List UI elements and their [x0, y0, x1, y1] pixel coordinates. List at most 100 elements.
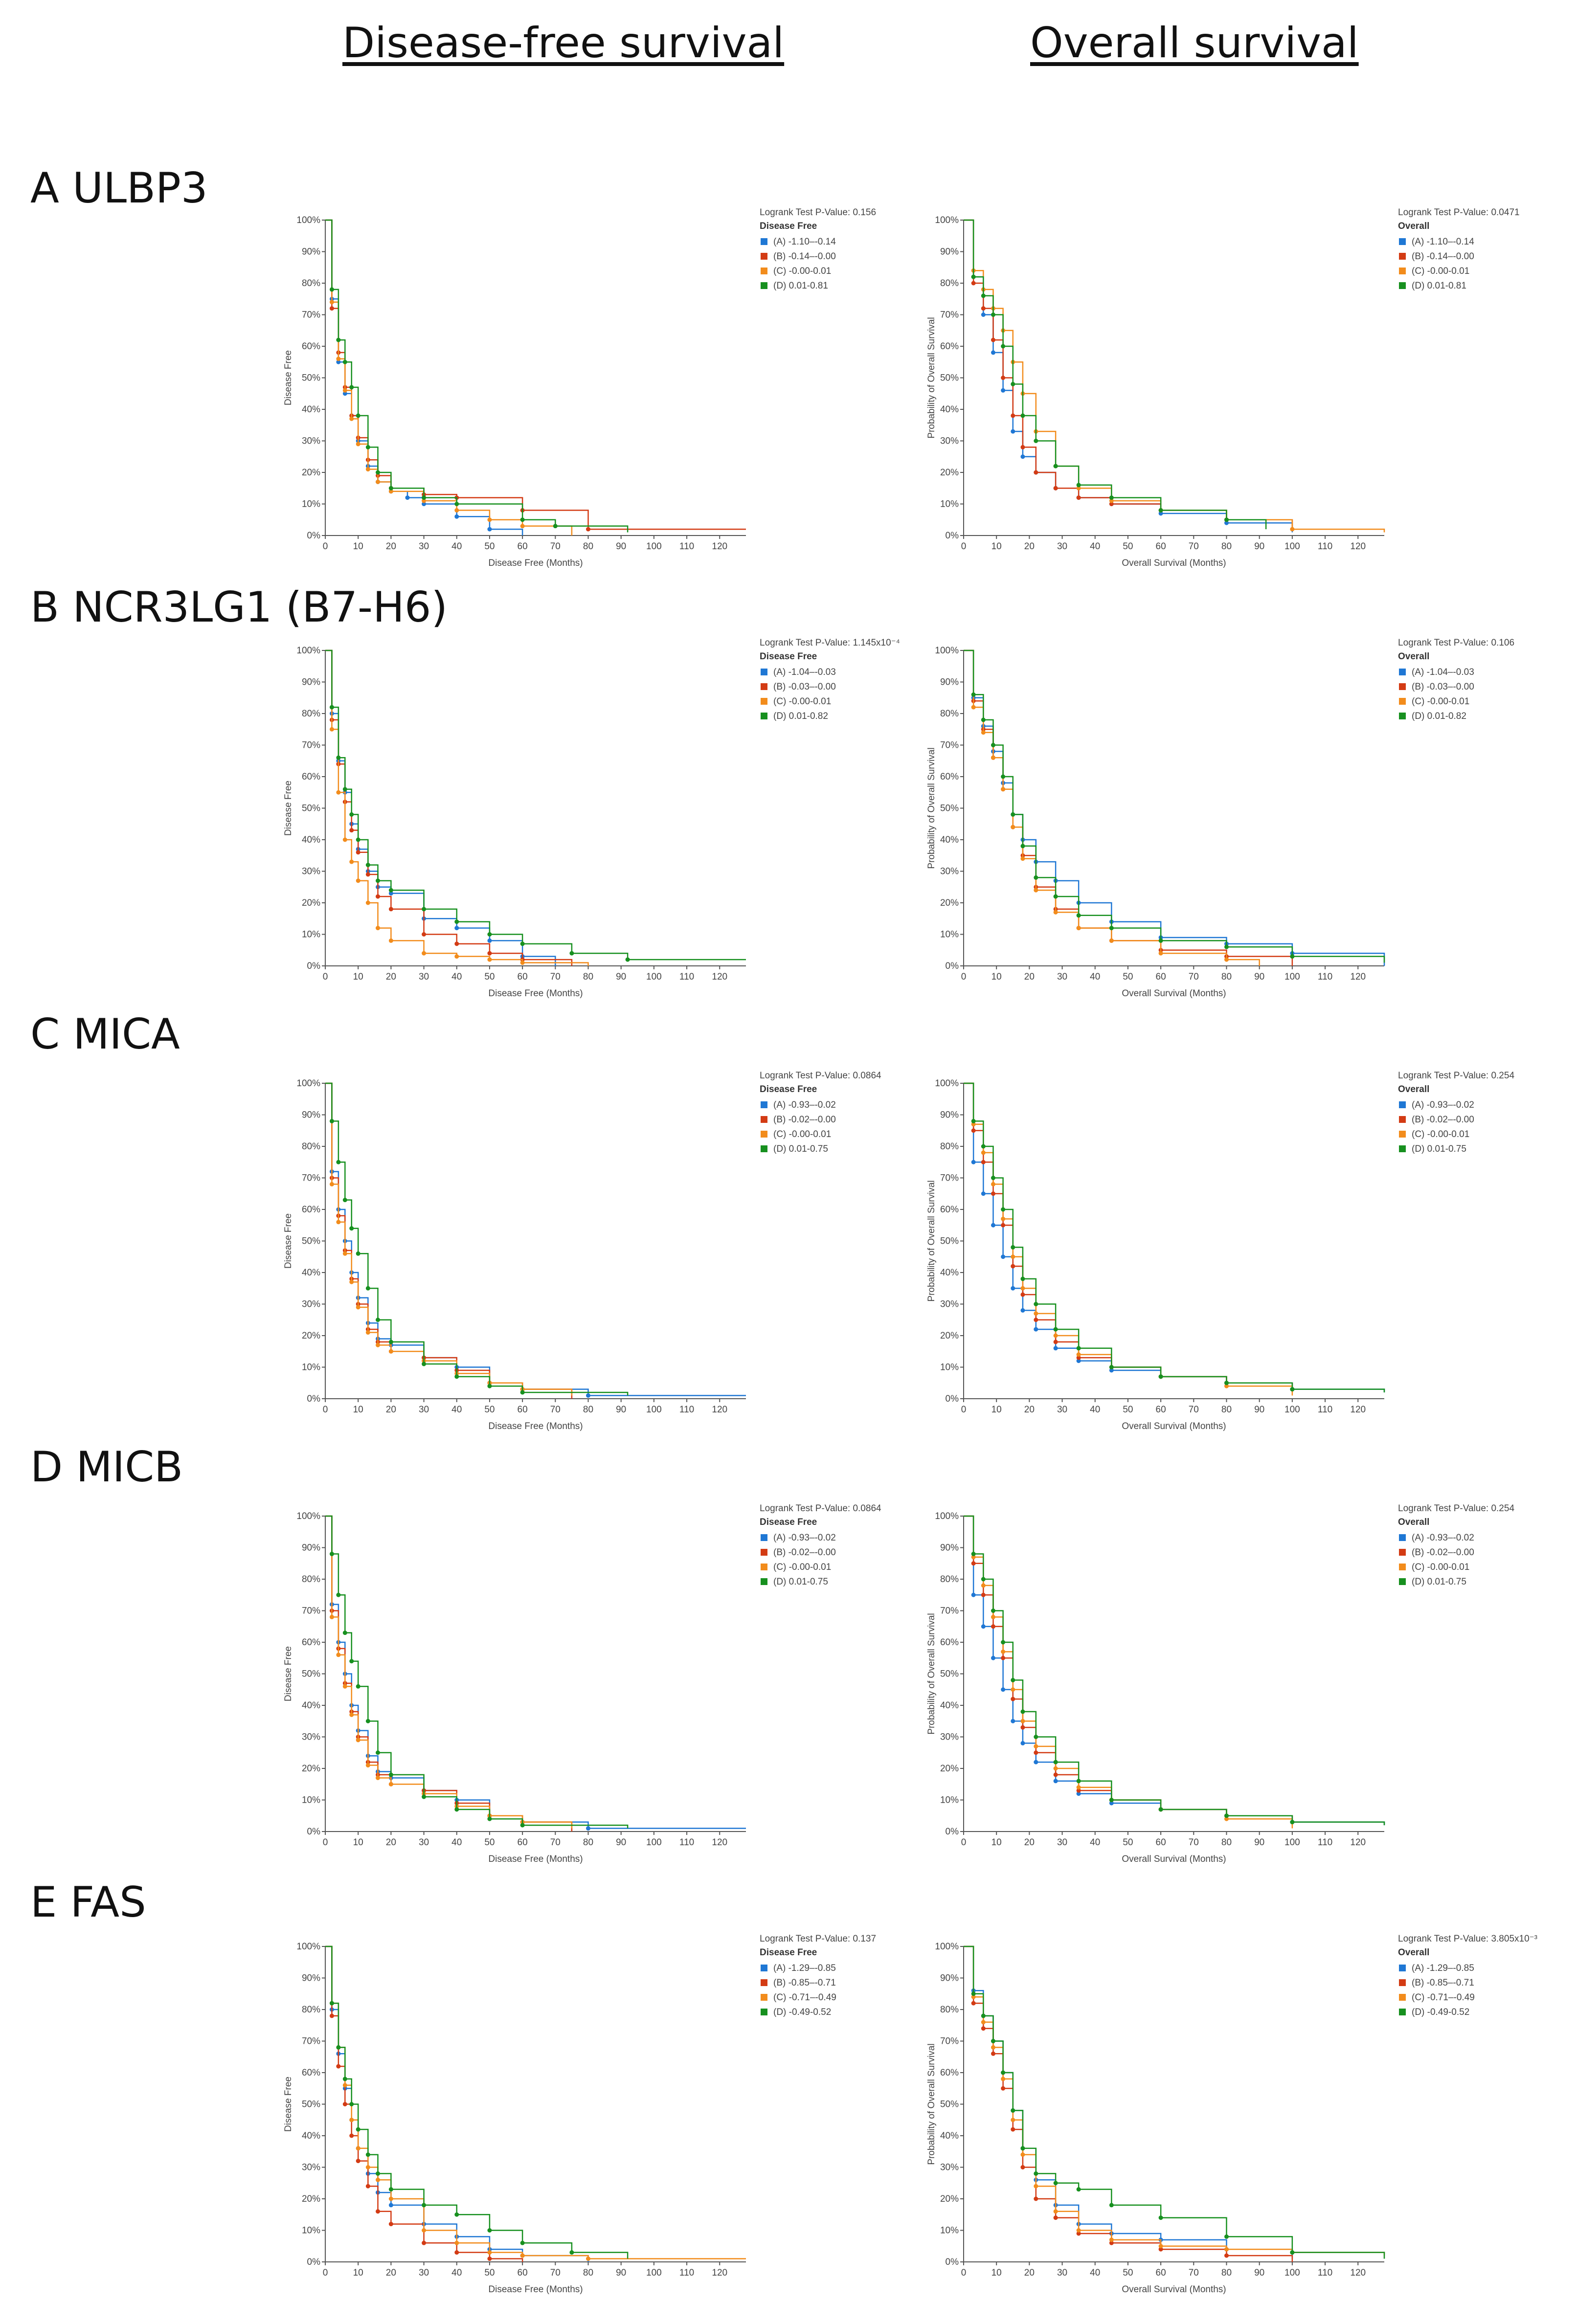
censor-point	[388, 1349, 393, 1354]
legend-swatch	[761, 683, 767, 690]
x-tick-label: 100	[646, 541, 662, 552]
y-axis-title: Probability of Overall Survival	[926, 1613, 937, 1734]
censor-point	[981, 2026, 986, 2031]
censor-point	[329, 1182, 334, 1186]
x-tick-label: 60	[518, 541, 528, 552]
y-tick-label: 30%	[940, 2163, 959, 2173]
legend-swatch	[761, 282, 767, 289]
y-tick-label: 100%	[296, 1078, 320, 1089]
x-tick-label: 50	[484, 2268, 495, 2278]
legend-entry: (A) -1.10–-0.14	[773, 237, 836, 247]
y-tick-label: 20%	[940, 1331, 959, 1341]
y-tick-label: 100%	[296, 1942, 320, 1952]
censor-point	[487, 2257, 492, 2261]
legend-entry: (A) -1.04–-0.03	[773, 667, 836, 677]
x-tick-label: 90	[616, 972, 626, 982]
censor-point	[586, 2257, 590, 2261]
censor-point	[388, 2196, 393, 2201]
censor-point	[1076, 1779, 1081, 1784]
y-tick-label: 0%	[307, 1394, 321, 1404]
legend-swatch	[761, 669, 767, 675]
x-tick-label: 80	[1221, 1837, 1232, 1848]
censor-point	[981, 2020, 986, 2025]
y-tick-label: 0%	[946, 531, 959, 541]
censor-point	[336, 755, 341, 760]
censor-point	[1053, 910, 1058, 915]
censor-point	[1224, 1813, 1229, 1818]
censor-point	[349, 385, 354, 390]
censor-point	[349, 1226, 354, 1231]
y-tick-label: 10%	[940, 2226, 959, 2236]
series-line-d	[325, 1082, 629, 1396]
censor-point	[1020, 1276, 1025, 1281]
censor-point	[422, 1794, 427, 1799]
censor-point	[971, 1118, 976, 1123]
censor-point	[981, 730, 986, 735]
censor-point	[365, 1286, 370, 1291]
x-tick-label: 120	[712, 541, 727, 552]
legend-entry: (D) 0.01-0.82	[773, 711, 828, 721]
x-axis-title: Disease Free (Months)	[488, 2284, 583, 2295]
censor-point	[1020, 2146, 1025, 2151]
censor-point	[1011, 1677, 1015, 1682]
censor-point	[1224, 957, 1229, 962]
y-axis-title: Disease Free	[283, 350, 293, 405]
x-tick-label: 110	[679, 541, 694, 552]
x-tick-label: 20	[1024, 541, 1035, 552]
x-axis-title: Overall Survival (Months)	[1122, 2284, 1226, 2295]
censor-point	[981, 1144, 986, 1149]
series-line-d	[325, 219, 629, 533]
x-tick-label: 110	[679, 1837, 694, 1848]
censor-point	[1001, 1207, 1006, 1212]
y-tick-label: 90%	[940, 1543, 959, 1553]
x-tick-label: 50	[1123, 2268, 1133, 2278]
censor-point	[336, 2064, 341, 2069]
censor-point	[1001, 774, 1006, 779]
x-tick-label: 30	[1057, 1837, 1067, 1848]
censor-point	[422, 502, 427, 506]
y-tick-label: 40%	[940, 1268, 959, 1278]
x-tick-label: 100	[1284, 972, 1300, 982]
censor-point	[981, 1191, 986, 1196]
censor-point	[336, 790, 341, 795]
x-tick-label: 120	[1350, 1837, 1366, 1848]
censor-point	[388, 891, 393, 896]
censor-point	[991, 743, 995, 747]
y-tick-label: 50%	[940, 2100, 959, 2110]
censor-point	[329, 705, 334, 710]
censor-point	[1076, 1791, 1081, 1796]
censor-point	[349, 2102, 354, 2106]
legend-swatch	[1399, 2009, 1406, 2015]
series-line-a	[325, 1515, 746, 1829]
censor-point	[365, 2184, 370, 2189]
censor-point	[388, 888, 393, 893]
x-axis-title: Overall Survival (Months)	[1122, 988, 1226, 999]
legend-entry: (A) -0.93–-0.02	[1412, 1533, 1474, 1543]
censor-point	[329, 287, 334, 292]
censor-point	[1020, 844, 1025, 849]
censor-point	[329, 306, 334, 311]
y-tick-label: 80%	[940, 1141, 959, 1152]
y-tick-label: 70%	[940, 2036, 959, 2047]
x-tick-label: 60	[1156, 541, 1166, 552]
censor-point	[971, 1122, 976, 1127]
x-tick-label: 80	[1221, 972, 1232, 982]
legend-entry: (C) -0.00-0.01	[773, 1129, 831, 1140]
x-tick-label: 30	[1057, 541, 1067, 552]
censor-point	[1020, 413, 1025, 418]
legend-entry: (C) -0.00-0.01	[1412, 1129, 1469, 1140]
x-tick-label: 90	[1254, 1405, 1264, 1415]
censor-point	[1076, 2187, 1081, 2192]
legend-swatch	[761, 698, 767, 705]
censor-point	[1053, 1340, 1058, 1344]
y-tick-label: 30%	[302, 1299, 320, 1310]
censor-point	[356, 878, 360, 883]
x-tick-label: 100	[646, 1837, 662, 1848]
censor-point	[329, 1118, 334, 1123]
y-tick-label: 50%	[302, 2100, 320, 2110]
censor-point	[1011, 1264, 1015, 1269]
censor-point	[1034, 1744, 1038, 1749]
x-axis-title: Disease Free (Months)	[488, 558, 583, 568]
censor-point	[1011, 2108, 1015, 2113]
censor-point	[1011, 825, 1015, 829]
